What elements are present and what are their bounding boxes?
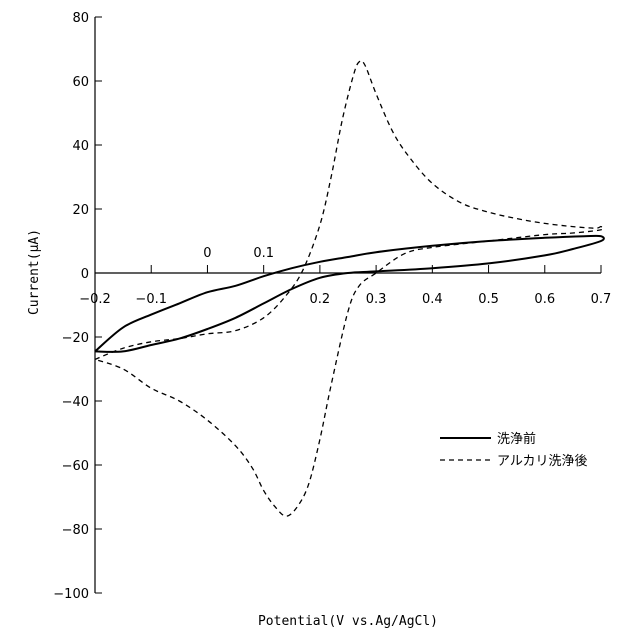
x-tick-label: 0.3 <box>366 292 387 307</box>
y-tick-label: 60 <box>72 75 89 90</box>
y-tick-label: −80 <box>62 523 89 538</box>
y-tick-label: −100 <box>53 587 89 602</box>
y-tick-label: −40 <box>62 395 89 410</box>
y-tick-label: 20 <box>72 203 89 218</box>
axes <box>95 17 601 593</box>
y-tick-label: 0 <box>81 267 89 282</box>
x-tick-label: 0.2 <box>310 292 331 307</box>
x-tick-label: 0.7 <box>591 292 612 307</box>
x-tick-label: 0 <box>203 246 211 261</box>
x-tick-label: −0.2 <box>79 292 111 307</box>
series-group <box>95 61 604 516</box>
cv-chart: −100 −80 −60 −40 −20 0 20 40 60 80 −0.2 −0.1 0 0.1 0.2… <box>0 0 640 640</box>
x-tick-label: 0.4 <box>422 292 443 307</box>
ticks: −100 −80 −60 −40 −20 0 20 40 60 80 −0.2 −0.1 0 0.1 0.2… <box>53 11 611 602</box>
x-tick-label: 0.6 <box>534 292 555 307</box>
y-tick-label: −20 <box>62 331 89 346</box>
y-tick-label: 80 <box>72 11 89 26</box>
legend-label: アルカリ洗浄後 <box>497 454 587 469</box>
x-tick-label: 0.5 <box>478 292 499 307</box>
legend: 洗浄前アルカリ洗浄後 <box>440 431 587 469</box>
x-tick-label: 0.1 <box>253 246 274 261</box>
x-tick-label: −0.1 <box>135 292 167 307</box>
y-tick-label: −60 <box>62 459 89 474</box>
x-axis-label: Potential(V vs.Ag/AgCl) <box>258 614 438 629</box>
series-line-before-wash <box>95 236 604 352</box>
legend-label: 洗浄前 <box>497 431 536 447</box>
series-line-after-alkali-wash <box>95 61 603 516</box>
y-tick-label: 40 <box>72 139 89 154</box>
y-axis-label: Current(μA) <box>27 229 42 315</box>
